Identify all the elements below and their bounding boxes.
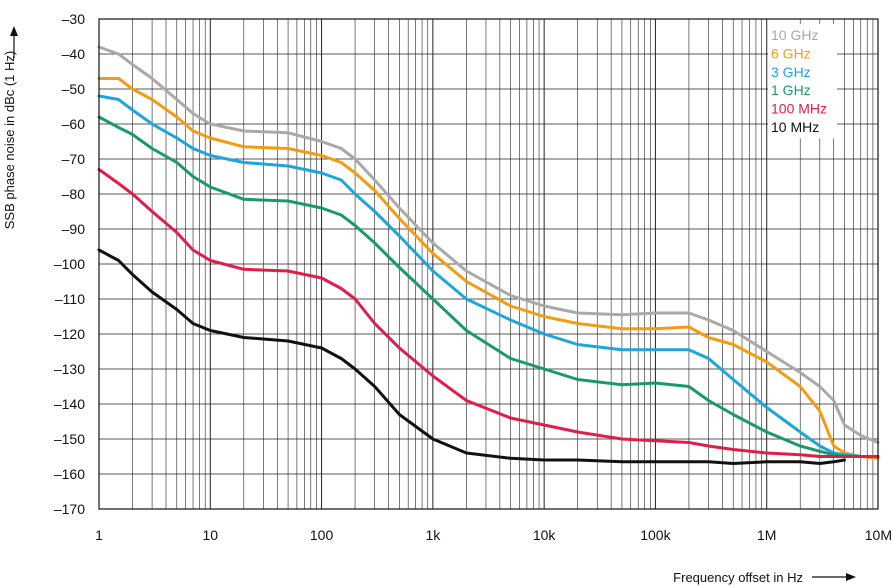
x-axis-arrow	[812, 573, 856, 581]
x-axis-label: Frequency offset in Hz	[673, 570, 803, 585]
y-tick-label: –160	[54, 466, 85, 482]
y-tick-label: –50	[62, 81, 86, 97]
legend-entry: 3 GHz	[771, 64, 811, 80]
series-line	[97, 248, 846, 465]
legend-entry: 6 GHz	[771, 45, 811, 61]
x-tick-label: 1M	[757, 527, 776, 543]
series-line	[97, 168, 880, 458]
x-tick-label: 1	[95, 527, 103, 543]
y-tick-label: –150	[54, 431, 85, 447]
series-line	[97, 115, 880, 458]
series-line	[97, 94, 880, 458]
y-tick-label: –90	[62, 221, 86, 237]
y-tick-label: –140	[54, 396, 85, 412]
series-line	[97, 45, 880, 444]
y-tick-label: –70	[62, 151, 86, 167]
legend-box	[768, 24, 837, 139]
y-axis-arrow	[10, 26, 18, 58]
x-tick-labels: 1 10 100 1k 10k 100k 1M 10M	[95, 527, 892, 543]
y-tick-label: –110	[55, 291, 85, 307]
y-tick-label: –130	[54, 361, 85, 377]
x-tick-label: 10	[202, 527, 218, 543]
legend-entry: 1 GHz	[771, 82, 811, 98]
y-tick-labels: –30 –40 –50 –60 –70 –80 –90 –100 –110 –120 –130 –14…	[54, 11, 85, 517]
grid	[98, 18, 878, 510]
legend: 10 GHz 6 GHz 3 GHz 1 GHz 100 MHz 10 MHz	[768, 24, 837, 139]
series-line	[97, 77, 880, 460]
y-tick-label: –30	[62, 11, 86, 27]
plot-frame	[98, 18, 879, 510]
x-tick-label: 1k	[425, 527, 441, 543]
x-tick-label: 10M	[865, 527, 892, 543]
x-tick-label: 10k	[533, 527, 557, 543]
series-lines	[97, 45, 880, 465]
legend-entry: 10 MHz	[771, 119, 819, 135]
legend-entry: 10 GHz	[771, 27, 818, 43]
y-tick-label: –40	[62, 46, 86, 62]
legend-entry: 100 MHz	[771, 101, 827, 117]
y-tick-label: –120	[54, 326, 85, 342]
y-tick-label: –100	[54, 256, 85, 272]
y-tick-label: –80	[62, 186, 86, 202]
x-tick-label: 100	[310, 527, 334, 543]
x-tick-label: 100k	[640, 527, 671, 543]
y-axis-label: SSB phase noise in dBc (1 Hz)	[2, 51, 17, 229]
y-tick-label: –60	[62, 116, 86, 132]
y-tick-label: –170	[54, 501, 85, 517]
